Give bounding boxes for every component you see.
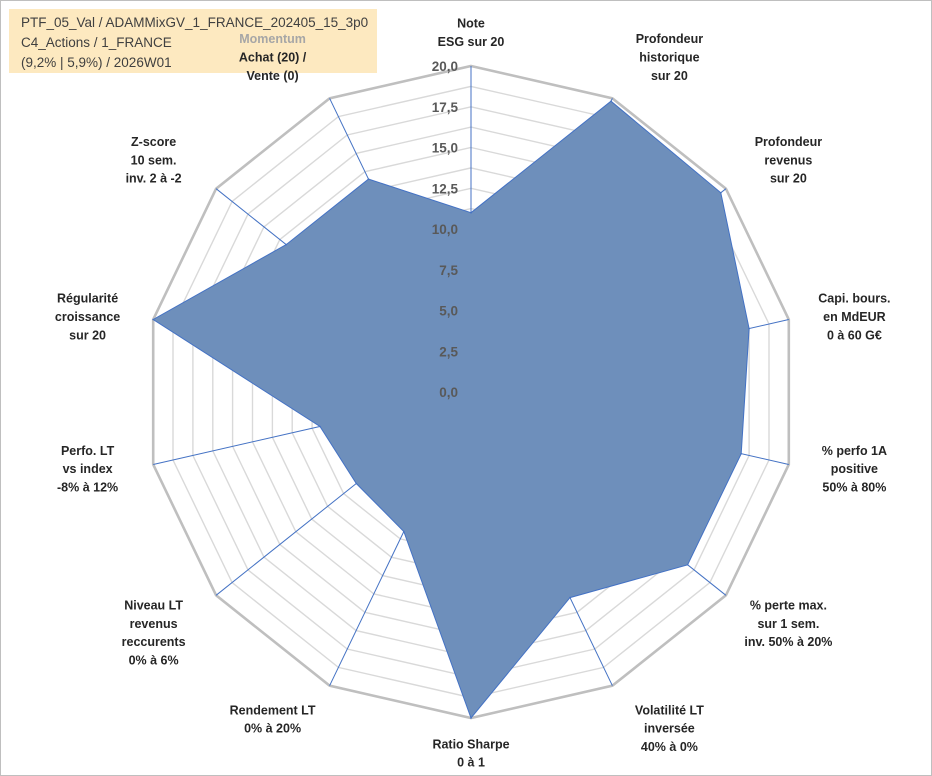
axis-label: Volatilité LT inversée 40% à 0%: [635, 703, 704, 754]
axis-label-line: 0% à 20%: [244, 722, 301, 736]
series-point: [748, 327, 750, 330]
axis-label: % perte max. sur 1 sem. inv. 50% à 20%: [744, 599, 832, 650]
axis-label: Note ESG sur 20: [438, 17, 505, 49]
axis-label-line: % perfo 1A: [822, 444, 887, 458]
axis-group-label: Momentum: [239, 32, 306, 46]
axis-label-line: % perte max.: [750, 599, 827, 613]
axis-label: Ratio Sharpe 0 à 1: [432, 737, 509, 769]
axis-label-line: historique: [639, 51, 699, 65]
axis-label-line: sur 20: [651, 69, 688, 83]
tick-label: 5,0: [439, 304, 458, 319]
axis-label-line: inversée: [644, 722, 695, 736]
axis-label-line: Profondeur: [636, 32, 703, 46]
series-point: [367, 178, 370, 180]
axis-label-line: Vente (0): [247, 69, 299, 83]
axis-label-line: reccurents: [122, 635, 186, 649]
tick-label: 0,0: [439, 385, 458, 400]
axis-label-line: inv. 50% à 20%: [744, 635, 832, 649]
info-category-line: C4_Actions / 1_FRANCE: [21, 35, 172, 50]
axis-label: Profondeur revenus sur 20: [755, 135, 822, 186]
series-point: [569, 596, 571, 599]
tick-label: 12,5: [432, 181, 459, 196]
series-point: [686, 564, 689, 566]
series-point: [285, 243, 288, 246]
axis-label: Z-score 10 sem. inv. 2 à -2: [126, 135, 182, 186]
axis-label-line: 10 sem.: [131, 153, 177, 167]
series-point: [152, 318, 154, 321]
series-point: [740, 452, 742, 455]
axis-label-line: 50% à 80%: [822, 481, 886, 495]
axis-label-line: Régularité: [57, 292, 118, 306]
tick-label: 7,5: [439, 263, 458, 278]
info-portfolio-line: PTF_05_Val / ADAMMixGV_1_FRANCE_202405_1…: [21, 15, 369, 30]
tick-label: 17,5: [432, 100, 459, 115]
axis-label-line: Niveau LT: [124, 599, 183, 613]
axis-label-line: Note: [457, 17, 485, 31]
tick-label: 2,5: [439, 344, 458, 359]
axis-label-line: revenus: [764, 153, 812, 167]
axis-label-line: -8% à 12%: [57, 481, 118, 495]
axis-label-line: Ratio Sharpe: [432, 737, 509, 751]
tick-label: 20,0: [432, 59, 458, 74]
axis-label: Perfo. LT vs index -8% à 12%: [57, 444, 118, 495]
info-box: PTF_05_Val / ADAMMixGV_1_FRANCE_202405_1…: [9, 9, 377, 73]
axis-label: Momentum Achat (20) / Vente (0): [239, 32, 307, 83]
radar-series: [152, 100, 750, 719]
axis-label-line: ESG sur 20: [438, 35, 505, 49]
series-point: [470, 211, 472, 214]
axis-label-line: sur 20: [69, 328, 106, 342]
axis-label-line: Achat (20) /: [239, 51, 307, 65]
axis-label-line: vs index: [63, 462, 113, 476]
series-point: [610, 100, 612, 102]
axis-label-line: Z-score: [131, 135, 176, 149]
tick-label: 15,0: [432, 141, 458, 156]
axis-label-line: 40% à 0%: [641, 740, 698, 754]
info-stats-line: (9,2% | 5,9%) / 2026W01: [21, 55, 172, 70]
series-point: [470, 717, 472, 719]
series-point: [355, 482, 358, 485]
series-point: [403, 530, 405, 533]
axis-label: Rendement LT 0% à 20%: [230, 703, 316, 735]
axis-label-line: revenus: [130, 617, 178, 631]
axis-label-line: en MdEUR: [823, 310, 886, 324]
axis-label-line: Rendement LT: [230, 703, 316, 717]
axis-label-line: 0 à 60 G€: [827, 328, 882, 342]
axis-label-line: Perfo. LT: [61, 444, 115, 458]
axis-label-line: Volatilité LT: [635, 703, 704, 717]
axis-label: Régularité croissance sur 20: [55, 292, 120, 343]
axis-label-line: croissance: [55, 310, 120, 324]
series-point: [319, 425, 321, 428]
axis-label-line: positive: [831, 462, 878, 476]
tick-label: 10,0: [432, 222, 458, 237]
axis-label-line: Profondeur: [755, 135, 822, 149]
axis-label-line: 0 à 1: [457, 756, 485, 770]
axis-label-line: sur 1 sem.: [757, 617, 819, 631]
axis-label: Niveau LT revenus reccurents 0% à 6%: [122, 599, 186, 668]
axis-label: % perfo 1A positive 50% à 80%: [822, 444, 887, 495]
axis-label-line: sur 20: [770, 172, 807, 186]
radar-labels: Note ESG sur 20 Profondeur historique sur 20…: [55, 17, 891, 770]
radar-ticks: 0,0 2,5 5,0 7,5 10,0 12,5 15,0 17,5 20,0: [432, 59, 459, 400]
axis-label-line: inv. 2 à -2: [126, 172, 182, 186]
axis-label-line: 0% à 6%: [129, 653, 179, 667]
series-point: [720, 192, 722, 194]
axis-label-line: Capi. bours.: [818, 292, 890, 306]
axis-label: Capi. bours. en MdEUR 0 à 60 G€: [818, 292, 890, 343]
axis-label: Profondeur historique sur 20: [636, 32, 703, 83]
